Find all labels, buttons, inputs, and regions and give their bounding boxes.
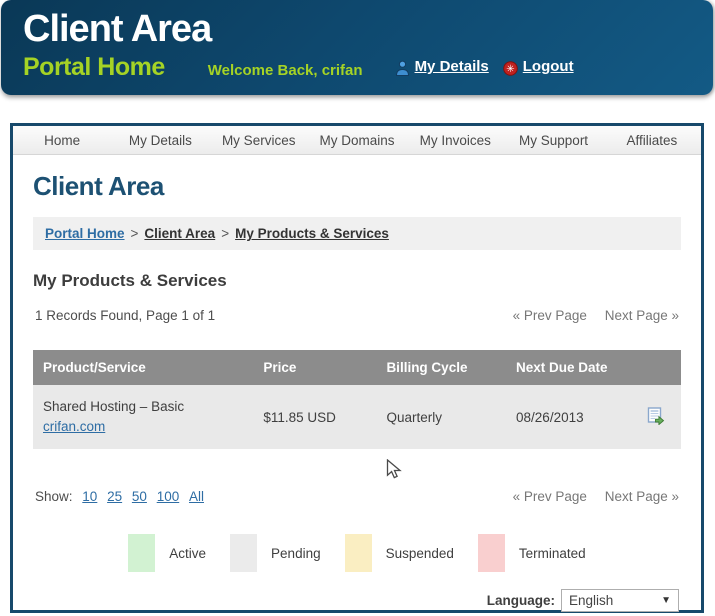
- show-label: Show:: [35, 489, 73, 504]
- status-legend: Active Pending Suspended Terminated: [33, 534, 681, 572]
- main-nav: Home My Details My Services My Domains M…: [13, 126, 701, 155]
- legend-item-suspended: Suspended: [344, 534, 454, 572]
- breadcrumb-separator: >: [130, 226, 139, 241]
- main-panel: Home My Details My Services My Domains M…: [10, 123, 704, 613]
- view-details-icon[interactable]: [646, 406, 665, 428]
- prev-page-link[interactable]: « Prev Page: [512, 308, 587, 323]
- show-50-link[interactable]: 50: [131, 489, 147, 504]
- product-cell: Shared Hosting – Basic crifan.com: [33, 385, 254, 449]
- svg-text:✳: ✳: [506, 64, 514, 75]
- breadcrumb-my-products[interactable]: My Products & Services: [235, 226, 389, 241]
- price-cell: $11.85 USD: [253, 385, 377, 449]
- show-per-page: Show: 10 25 50 100 All: [35, 489, 204, 504]
- logout-icon: ✳: [502, 61, 518, 76]
- legend-item-pending: Pending: [230, 534, 321, 572]
- next-due-date-cell: 08/26/2013: [506, 385, 630, 449]
- nav-item-affiliates[interactable]: Affiliates: [626, 132, 678, 148]
- portal-home-label: Portal Home: [23, 53, 165, 81]
- chevron-down-icon: ▼: [661, 595, 671, 606]
- records-summary: 1 Records Found, Page 1 of 1: [35, 308, 216, 323]
- pagination-bottom: « Prev Page Next Page »: [499, 489, 679, 504]
- header-banner: Client Area Portal Home Welcome Back, cr…: [1, 0, 713, 95]
- col-header-next-due-date: Next Due Date: [506, 350, 630, 385]
- suspended-status-swatch: [344, 534, 372, 572]
- prev-page-link[interactable]: « Prev Page: [512, 489, 587, 504]
- next-page-link[interactable]: Next Page »: [604, 308, 679, 323]
- show-25-link[interactable]: 25: [107, 489, 123, 504]
- show-100-link[interactable]: 100: [156, 489, 180, 504]
- breadcrumb-portal-home[interactable]: Portal Home: [45, 226, 125, 241]
- services-table: Product/Service Price Billing Cycle Next…: [33, 350, 681, 449]
- actions-cell: [629, 385, 681, 449]
- col-header-actions: [629, 350, 681, 385]
- nav-item-my-details[interactable]: My Details: [128, 132, 192, 148]
- active-status-swatch: [128, 534, 156, 572]
- pending-status-swatch: [230, 534, 258, 572]
- logout-link[interactable]: Logout: [522, 58, 574, 75]
- product-name: Shared Hosting – Basic: [43, 399, 185, 414]
- my-details-link[interactable]: My Details: [414, 58, 489, 75]
- nav-item-my-invoices[interactable]: My Invoices: [419, 132, 491, 148]
- breadcrumb: Portal Home > Client Area > My Products & Se…: [33, 217, 681, 250]
- language-selected-value: English: [569, 593, 614, 608]
- section-title: My Products & Services: [33, 271, 227, 290]
- col-header-price: Price: [253, 350, 377, 385]
- page-title: Client Area: [33, 171, 164, 201]
- breadcrumb-client-area[interactable]: Client Area: [144, 226, 216, 241]
- language-label: Language:: [486, 593, 555, 608]
- domain-link[interactable]: crifan.com: [43, 419, 106, 434]
- next-page-link[interactable]: Next Page »: [604, 489, 679, 504]
- nav-item-my-domains[interactable]: My Domains: [319, 132, 395, 148]
- nav-item-home[interactable]: Home: [44, 132, 81, 148]
- nav-item-my-support[interactable]: My Support: [519, 132, 589, 148]
- table-header-row: Product/Service Price Billing Cycle Next…: [33, 350, 681, 385]
- language-select[interactable]: English ▼: [561, 589, 679, 612]
- table-row: Shared Hosting – Basic crifan.com $11.85…: [33, 385, 681, 449]
- legend-item-active: Active: [128, 534, 206, 572]
- col-header-billing-cycle: Billing Cycle: [376, 350, 507, 385]
- breadcrumb-separator: >: [221, 226, 230, 241]
- show-all-link[interactable]: All: [188, 489, 204, 504]
- welcome-text: Welcome Back, crifan: [207, 62, 363, 79]
- show-10-link[interactable]: 10: [82, 489, 98, 504]
- col-header-product: Product/Service: [33, 350, 254, 385]
- billing-cycle-cell: Quarterly: [376, 385, 507, 449]
- terminated-status-swatch: [477, 534, 505, 572]
- legend-item-terminated: Terminated: [477, 534, 586, 572]
- app-title: Client Area: [23, 8, 212, 50]
- pagination-top: « Prev Page Next Page »: [499, 308, 679, 323]
- nav-item-my-services[interactable]: My Services: [221, 132, 296, 148]
- user-icon: [395, 60, 410, 77]
